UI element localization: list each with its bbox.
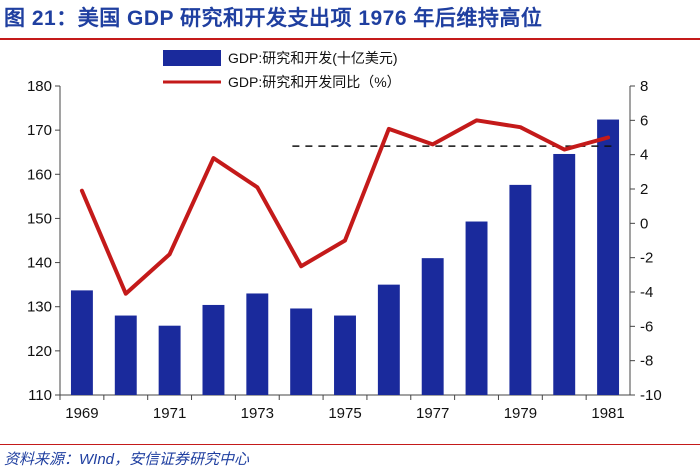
bar-1979 (509, 184, 532, 395)
right-tick-label: 0 (640, 215, 648, 232)
title-divider (0, 38, 700, 40)
left-tick-label: 150 (27, 210, 52, 227)
source-note: 资料来源：WInd，安信证券研究中心 (4, 451, 250, 468)
legend: GDP:研究和开发(十亿美元) GDP:研究和开发同比（%） (163, 50, 401, 90)
left-tick-label: 180 (27, 78, 52, 95)
axes-group (55, 85, 635, 400)
x-tick-label: 1977 (416, 405, 449, 422)
bar-1969 (70, 290, 93, 395)
left-tick-label: 170 (27, 122, 52, 139)
bar-1970 (114, 315, 137, 395)
legend-bar-swatch (163, 50, 221, 66)
tick-labels: 110 120 130 140 150 160 170 180 -10 -8 -6 -4 -2 0 2 4 6 8… (27, 78, 662, 422)
bar-1976 (377, 284, 400, 395)
left-tick-label: 120 (27, 343, 52, 360)
bar-1972 (202, 304, 225, 395)
bar-1978 (465, 221, 488, 395)
bar-1975 (334, 315, 356, 395)
x-tick-label: 1973 (241, 405, 274, 422)
bar-1980 (553, 153, 576, 395)
right-tick-label: 2 (640, 181, 648, 198)
right-tick-label: -10 (640, 387, 662, 404)
x-tick-label: 1969 (65, 405, 98, 422)
yoy-growth-line (79, 118, 611, 296)
bar-1981 (597, 119, 620, 395)
right-tick-label: -4 (640, 284, 653, 301)
right-tick-label: 8 (640, 78, 648, 95)
chart-svg: 110 120 130 140 150 160 170 180 -10 -8 -6 -4 -2 0 2 4 6 8… (27, 50, 662, 422)
legend-bar-label: GDP:研究和开发(十亿美元) (228, 50, 398, 66)
bar-series (70, 119, 620, 395)
left-tick-label: 140 (27, 255, 52, 272)
left-tick-label: 130 (27, 299, 52, 316)
bar-1974 (290, 308, 313, 395)
x-tick-label: 1981 (591, 405, 624, 422)
bar-1973 (246, 293, 269, 395)
right-tick-label: -8 (640, 353, 653, 370)
chart-title: 图 21：美国 GDP 研究和开发支出项 1976 年后维持高位 (4, 7, 543, 30)
legend-line-label: GDP:研究和开发同比（%） (228, 74, 401, 90)
x-tick-label: 1971 (153, 405, 186, 422)
line-series (79, 118, 611, 296)
right-tick-label: 6 (640, 112, 648, 129)
left-tick-label: 110 (28, 387, 52, 404)
right-tick-label: -2 (640, 250, 653, 267)
x-tick-label: 1979 (504, 405, 537, 422)
left-tick-label: 160 (27, 166, 52, 183)
bar-1971 (158, 325, 181, 395)
right-tick-label: -6 (640, 318, 653, 335)
footer-divider (0, 444, 700, 445)
x-tick-label: 1975 (328, 405, 361, 422)
right-tick-label: 4 (640, 147, 648, 164)
bar-1977 (421, 258, 444, 395)
